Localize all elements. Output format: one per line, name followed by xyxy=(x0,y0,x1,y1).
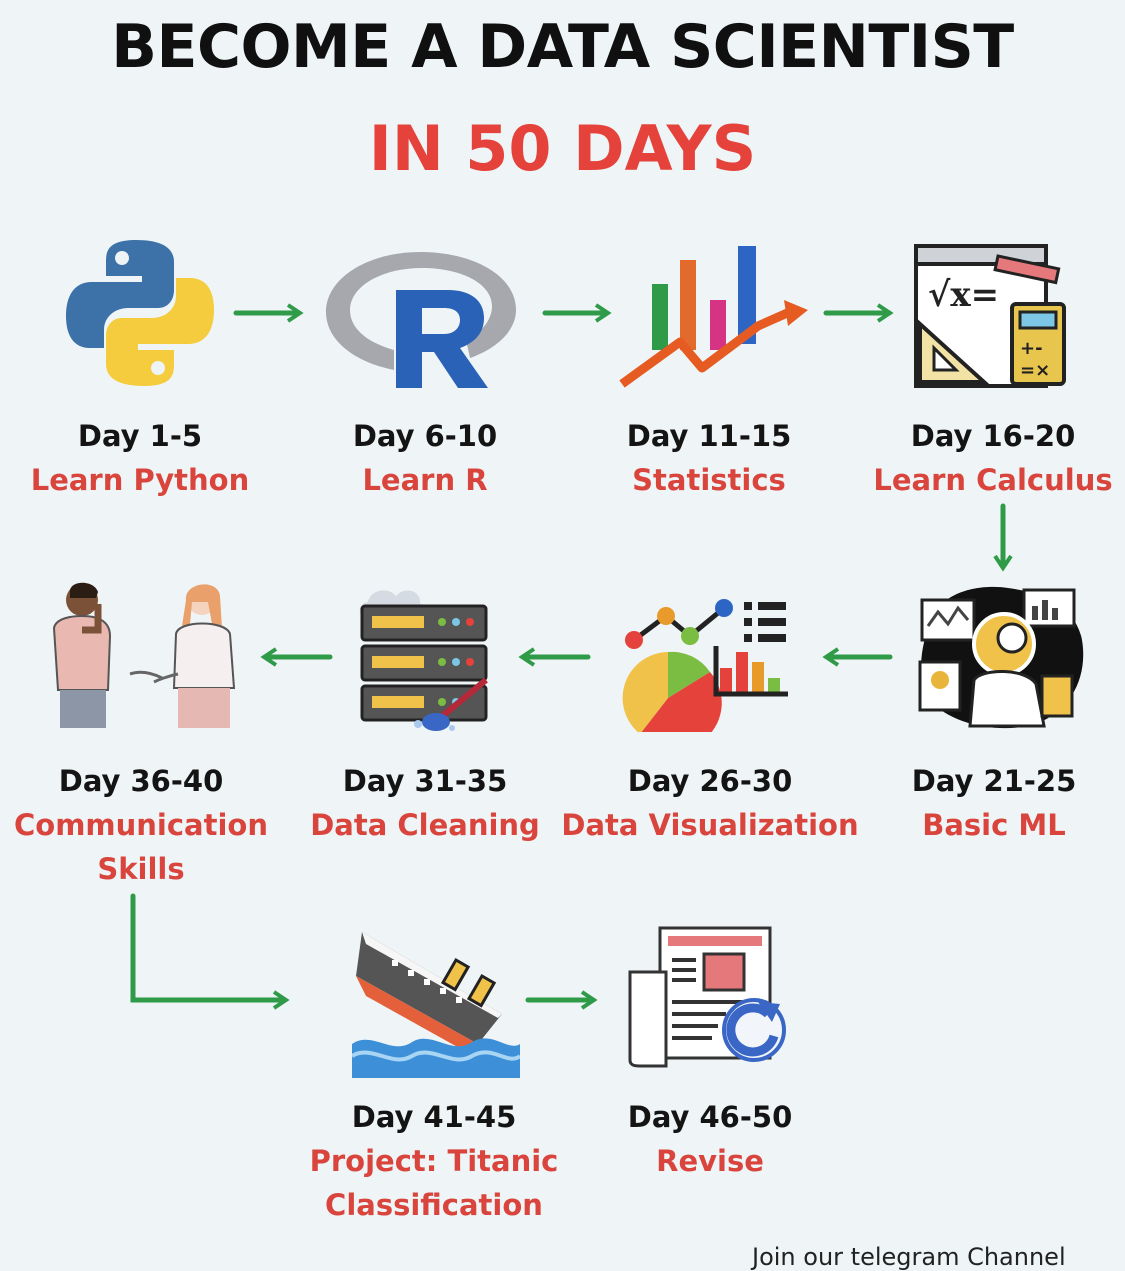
step-10-day: Day 46-50 xyxy=(627,1100,793,1134)
telegram-footer-text: Join our telegram Channel xyxy=(752,1243,1066,1271)
step-2-label: Day 6-10 Learn R xyxy=(275,414,575,502)
page-title: BECOME A DATA SCIENTIST xyxy=(111,12,1014,82)
step-4-topic: Learn Calculus xyxy=(873,463,1113,497)
step-8-label: Day 36-40 Communication Skills xyxy=(0,759,291,891)
step-7-label: Day 31-35 Data Cleaning xyxy=(275,759,575,847)
sinking-ship-icon xyxy=(352,926,520,1078)
step-3-topic: Statistics xyxy=(632,463,786,497)
server-cleaning-icon xyxy=(354,584,494,734)
charts-icon xyxy=(620,590,792,732)
step-5-label: Day 21-25 Basic ML xyxy=(844,759,1125,847)
step-5-topic: Basic ML xyxy=(922,808,1066,842)
step-1-topic: Learn Python xyxy=(30,463,250,497)
step-2-day: Day 6-10 xyxy=(352,419,498,453)
bar-chart-growth-icon xyxy=(618,238,810,390)
svg-text:√x=: √x= xyxy=(928,275,999,315)
step-9-day: Day 41-45 xyxy=(351,1100,517,1134)
step-10-label: Day 46-50 Revise xyxy=(560,1095,860,1183)
step-3-day: Day 11-15 xyxy=(626,419,792,453)
step-8-topic: Communication Skills xyxy=(13,808,268,886)
step-6-topic: Data Visualization xyxy=(561,808,859,842)
step-6-label: Day 26-30 Data Visualization xyxy=(560,759,860,847)
step-3-label: Day 11-15 Statistics xyxy=(559,414,859,502)
python-logo-icon xyxy=(62,236,218,390)
step-4-label: Day 16-20 Learn Calculus xyxy=(843,414,1125,502)
step-2-topic: Learn R xyxy=(362,463,488,497)
document-refresh-icon xyxy=(626,924,796,1070)
step-10-topic: Revise xyxy=(656,1144,764,1178)
arrow-8-9 xyxy=(130,893,290,1010)
two-people-talking-icon xyxy=(46,578,242,732)
step-1-day: Day 1-5 xyxy=(77,419,203,453)
svg-text:+-: +- xyxy=(1020,338,1043,359)
step-4-day: Day 16-20 xyxy=(910,419,1076,453)
r-logo-icon xyxy=(322,246,518,394)
step-6-day: Day 26-30 xyxy=(627,764,793,798)
svg-text:=×: =× xyxy=(1020,360,1050,381)
step-5-day: Day 21-25 xyxy=(911,764,1077,798)
step-9-label: Day 41-45 Project: Titanic Classificatio… xyxy=(284,1095,584,1227)
calculus-board-icon: √x= +- =× xyxy=(912,236,1068,388)
step-7-day: Day 31-35 xyxy=(342,764,508,798)
step-8-day: Day 36-40 xyxy=(58,764,224,798)
robot-ml-icon xyxy=(912,580,1088,732)
step-1-label: Day 1-5 Learn Python xyxy=(0,414,290,502)
step-7-topic: Data Cleaning xyxy=(310,808,540,842)
step-9-topic: Project: Titanic Classification xyxy=(309,1144,559,1222)
page-subtitle: IN 50 DAYS xyxy=(368,112,757,185)
